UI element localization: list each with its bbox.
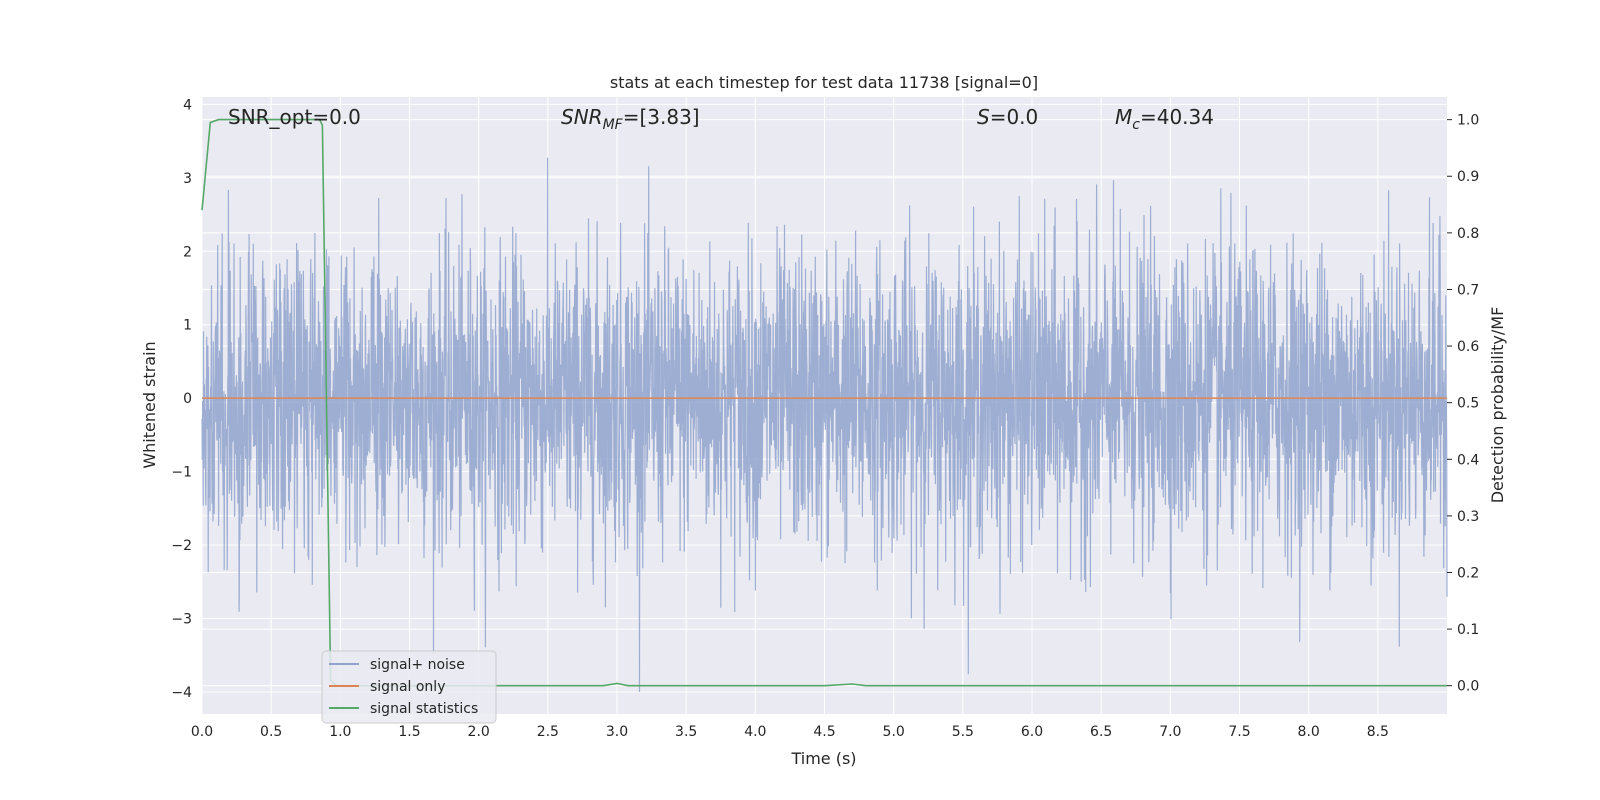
x-tick-label: 1.0 xyxy=(329,724,351,740)
legend: signal+ noise signal only signal statist… xyxy=(321,650,497,724)
y-right-tick-label: 0.9 xyxy=(1457,169,1479,185)
y-left-tick-label: 0 xyxy=(183,391,192,407)
x-tick-label: 0.0 xyxy=(191,724,213,740)
y-right-tick-label: 0.0 xyxy=(1457,679,1479,695)
y-right-tick-label: 0.6 xyxy=(1457,339,1479,355)
y-left-tick-label: 2 xyxy=(183,244,192,260)
tick-labels: 0.0 0.5 1.0 1.5 2.0 2.5 3.0 3.5 4.0 4.5 5.0 5.5 6.0 6… xyxy=(171,97,1479,740)
x-tick-label: 6.5 xyxy=(1090,724,1112,740)
y-left-tick-label: −2 xyxy=(171,538,192,554)
y-axis-left-label: Whitened strain xyxy=(140,341,159,468)
annotation-snr-mf: SNRMF=[3.83] xyxy=(561,105,700,133)
x-tick-label: 7.0 xyxy=(1159,724,1181,740)
y-right-tick-label: 0.5 xyxy=(1457,396,1479,412)
y-right-tick-label: 0.3 xyxy=(1457,509,1479,525)
y-left-tick-label: 1 xyxy=(183,318,192,334)
y-left-tick-label: −4 xyxy=(171,685,192,701)
x-tick-label: 5.0 xyxy=(883,724,905,740)
y-right-tick-label: 0.8 xyxy=(1457,226,1479,242)
annotation-snr-opt: SNR_opt=0.0 xyxy=(228,105,361,129)
y-right-tick-label: 0.2 xyxy=(1457,565,1479,581)
y-left-tick-label: 3 xyxy=(183,171,192,187)
y-axis-right-label: Detection probability/MF xyxy=(1488,307,1507,504)
legend-label-noise: signal+ noise xyxy=(370,657,465,673)
y-right-tick-label: 0.1 xyxy=(1457,622,1479,638)
x-tick-label: 6.0 xyxy=(1021,724,1043,740)
annotation-snr-mf-value: =[3.83] xyxy=(623,105,700,129)
annotation-snr-mf-main: SNR xyxy=(561,105,603,129)
annotation-snr-mf-sub: MF xyxy=(603,117,624,133)
legend-label-signal: signal only xyxy=(370,679,445,695)
x-tick-label: 4.0 xyxy=(744,724,766,740)
y-right-tick-label: 1.0 xyxy=(1457,113,1479,129)
y-left-tick-label: 4 xyxy=(183,97,192,113)
x-tick-label: 8.0 xyxy=(1298,724,1320,740)
legend-box xyxy=(321,650,497,724)
x-tick-label: 3.0 xyxy=(606,724,628,740)
annotation-s-value: =0.0 xyxy=(990,105,1039,129)
x-tick-label: 1.5 xyxy=(398,724,420,740)
annotation-s: S=0.0 xyxy=(977,105,1038,129)
annotation-mc: Mc=40.34 xyxy=(1115,105,1214,133)
annotation-s-symbol: S xyxy=(977,105,990,129)
x-tick-label: 4.5 xyxy=(813,724,835,740)
signal-noise-line xyxy=(201,157,1448,693)
x-tick-label: 2.0 xyxy=(468,724,490,740)
signal-noise-series xyxy=(201,157,1448,693)
x-axis-label: Time (s) xyxy=(790,749,856,768)
x-tick-label: 7.5 xyxy=(1228,724,1250,740)
x-tick-label: 8.5 xyxy=(1367,724,1389,740)
y-left-tick-label: −3 xyxy=(171,612,192,628)
chart-title: stats at each timestep for test data 117… xyxy=(610,73,1038,92)
y-right-tick-label: 0.4 xyxy=(1457,452,1479,468)
annotation-mc-symbol: M xyxy=(1115,105,1132,129)
y-left-tick-label: −1 xyxy=(171,465,192,481)
x-tick-label: 2.5 xyxy=(537,724,559,740)
x-tick-label: 0.5 xyxy=(260,724,282,740)
legend-label-stats: signal statistics xyxy=(370,701,478,717)
annotation-mc-sub: c xyxy=(1132,117,1140,133)
y-right-tick-label: 0.7 xyxy=(1457,282,1479,298)
x-tick-label: 3.5 xyxy=(675,724,697,740)
annotation-mc-value: =40.34 xyxy=(1140,105,1214,129)
x-tick-label: 5.5 xyxy=(952,724,974,740)
